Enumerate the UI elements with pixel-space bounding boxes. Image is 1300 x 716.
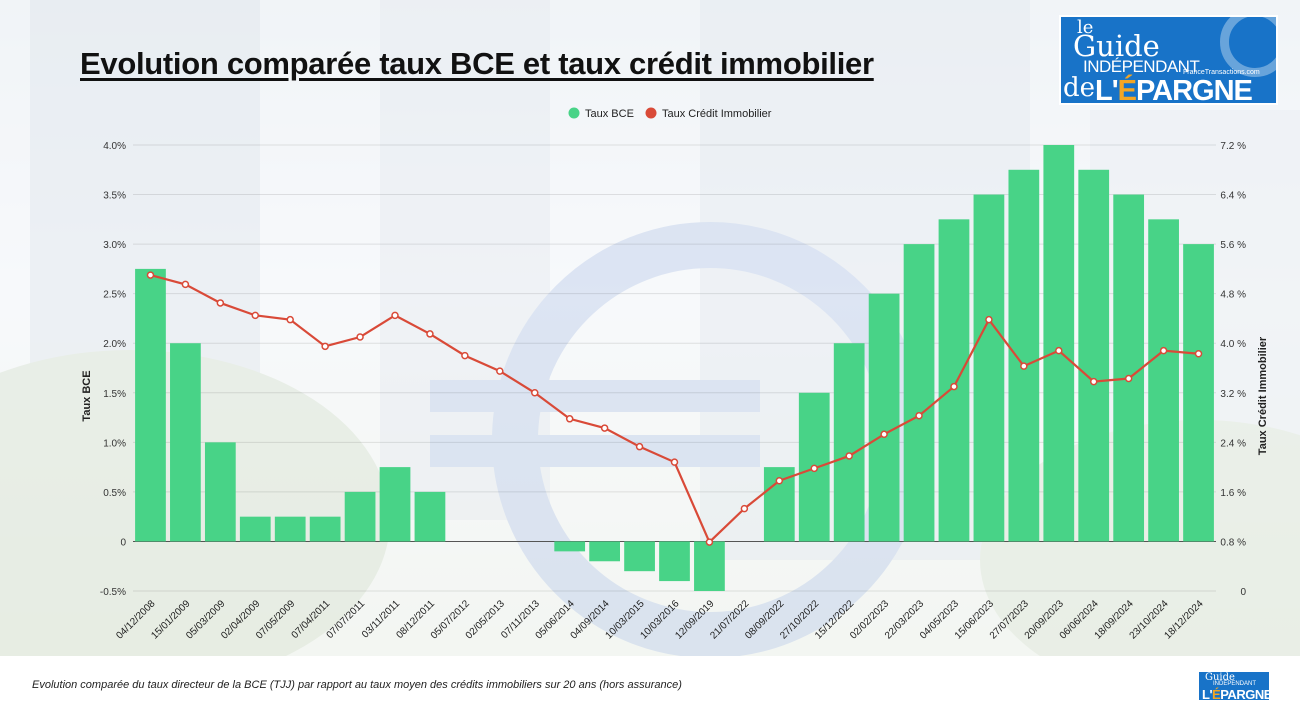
logo-ring-icon [1220, 17, 1276, 77]
line-point [356, 333, 364, 341]
bar [379, 467, 411, 542]
line-point [1159, 346, 1168, 355]
bar [694, 541, 725, 591]
y-right-tick-label: 0 [1240, 587, 1246, 598]
y-left-tick-label: 1.5% [103, 389, 126, 400]
y-left-tick-label: 2.5% [103, 290, 126, 301]
line-point [705, 538, 714, 546]
y-right-tick-label: 6.4 % [1220, 191, 1246, 202]
y-right-tick-label: 1.6 % [1220, 488, 1246, 499]
y-right-axis-title: Taux Crédit Immobilier [1257, 336, 1269, 455]
bar [1008, 169, 1040, 542]
bar [1078, 169, 1110, 542]
line-point [391, 311, 399, 320]
line-point [531, 389, 539, 397]
y-right-tick-label: 7.2 % [1220, 141, 1246, 152]
y-right-tick-label: 3.2 % [1220, 389, 1246, 400]
chart: -0.5% 0 0.5% 1.0% 1.5% 2.0% 2.5% 3.0% 3.5% 4.0% 0 0… [81, 107, 1269, 642]
small-logo-text-epargne: L'ÉPARGNE [1202, 687, 1270, 701]
line-point [216, 299, 225, 307]
bar [938, 219, 970, 542]
line-point [985, 315, 993, 324]
line-point [426, 330, 434, 338]
bar [973, 194, 1005, 542]
legend: Taux BCE Taux Crédit Immobilier [568, 107, 772, 120]
line-point [251, 311, 260, 320]
y-right-tick-label: 4.0 % [1220, 339, 1246, 350]
bar [589, 541, 621, 562]
line-point [845, 452, 853, 460]
y-right-tick-label: 0.8 % [1220, 537, 1246, 548]
y-left-tick-label: 1.0% [103, 438, 126, 449]
line-point [461, 351, 469, 360]
y-left-tick-label: 0 [120, 537, 126, 548]
y-left-tick-label: 3.5% [103, 191, 126, 202]
logo-text-de: de [1063, 73, 1096, 103]
line-point [740, 504, 749, 513]
y-left-tick-label: 0.5% [103, 488, 126, 499]
y-right-tick-label: 4.8 % [1220, 290, 1246, 301]
line-point [1020, 362, 1028, 370]
bar [554, 541, 586, 552]
bar [135, 268, 166, 542]
line-point [1089, 377, 1098, 386]
y-right-tick-label: 5.6 % [1220, 240, 1246, 251]
bar [833, 343, 865, 542]
line-point [950, 382, 958, 391]
line-point [880, 430, 888, 439]
small-logo-text-guide: Guide [1205, 672, 1235, 683]
bar [903, 244, 935, 542]
logo-text-epargne: L'ÉPARGNE [1095, 75, 1253, 105]
page-title: Evolution comparée taux BCE et taux créd… [80, 46, 874, 81]
legend-marker-line [645, 107, 657, 119]
bar [170, 343, 201, 542]
bar [1113, 194, 1145, 542]
bar [239, 516, 271, 542]
line-point [321, 342, 329, 351]
bar [414, 491, 446, 542]
series-line [150, 274, 1199, 544]
logo-text-site: FranceTransactions.com [1183, 69, 1260, 76]
bar [344, 491, 376, 542]
bar [659, 541, 690, 582]
line-point [565, 415, 574, 423]
line-point [1194, 350, 1203, 358]
logo-text-guide: Guide [1073, 29, 1160, 63]
legend-marker-bar [568, 107, 580, 119]
bar [1043, 145, 1075, 542]
line-point [670, 458, 679, 466]
legend-label: Taux BCE [585, 108, 634, 120]
bar [309, 516, 341, 542]
chart-caption: Evolution comparée du taux directeur de … [32, 679, 682, 691]
y-left-axis-title: Taux BCE [81, 370, 93, 421]
line-point [1055, 346, 1063, 355]
line-point [775, 476, 784, 485]
y-right-tick-label: 2.4 % [1220, 438, 1246, 449]
bar [1148, 219, 1179, 542]
logo-text-le: le [1077, 17, 1094, 38]
bar [1183, 244, 1214, 542]
line-point [810, 464, 818, 473]
line-point [146, 271, 155, 279]
y-left-tick-label: 2.0% [103, 339, 126, 350]
line-point [496, 367, 504, 375]
bar [624, 541, 655, 572]
bar [274, 516, 306, 542]
logo-text-independant: INDÉPENDANT [1083, 57, 1200, 76]
small-logo-text-independant: INDÉPENDANT [1213, 681, 1257, 687]
brand-logo: le Guide INDÉPENDANT FranceTransactions.… [1059, 15, 1278, 105]
line-point [181, 280, 190, 289]
line-point [915, 411, 923, 420]
y-left-tick-label: -0.5% [100, 587, 126, 598]
line-point [1124, 374, 1133, 383]
y-left-tick-label: 3.0% [103, 240, 126, 251]
line-point [600, 424, 609, 432]
y-left-tick-label: 4.0% [103, 141, 126, 152]
legend-label: Taux Crédit Immobilier [662, 108, 772, 120]
line-point [286, 315, 294, 324]
bar [868, 293, 900, 542]
brand-logo-small: Guide INDÉPENDANT L'ÉPARGNE [1198, 671, 1270, 701]
line-point [635, 442, 644, 451]
bar [204, 442, 236, 542]
